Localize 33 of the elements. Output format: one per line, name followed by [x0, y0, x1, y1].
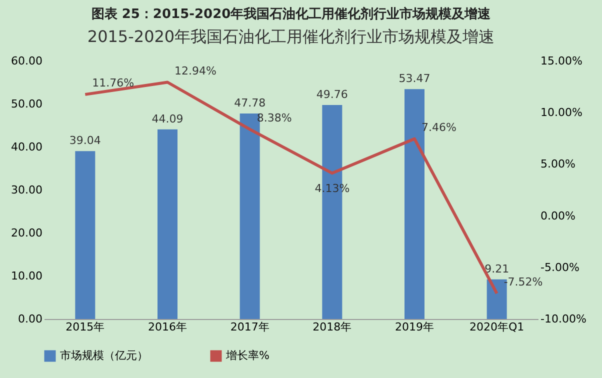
data-label: 9.21 [484, 262, 510, 276]
legend-label: 增长率% [225, 349, 270, 362]
y2-tick-label: 10.00% [540, 106, 582, 120]
y-tick-label: 0.00 [18, 312, 42, 326]
data-label: 11.76% [92, 76, 134, 90]
x-tick-label: 2016年 [148, 320, 187, 334]
y2-tick-label: 15.00% [540, 54, 582, 68]
x-tick-label: 2020年Q1 [470, 320, 524, 334]
bar [75, 151, 96, 319]
data-label: 49.76 [316, 88, 348, 102]
y-tick-label: 60.00 [11, 54, 42, 68]
y-tick-label: 50.00 [11, 98, 42, 110]
x-tick-label: 2015年 [66, 320, 105, 334]
y2-tick-label: 0.00% [540, 209, 576, 222]
chart-subtitle: 2015-2020年我国石油化工用催化剂行业市场规模及增速 [87, 27, 495, 46]
y2-tick-label: 5.00% [540, 158, 576, 171]
y-tick-label: 10.00 [11, 270, 42, 282]
x-tick-label: 2018年 [312, 320, 352, 334]
legend-label: 市场规模（亿元） [60, 349, 148, 362]
x-tick-label: 2019年 [395, 320, 434, 334]
bar [158, 129, 178, 319]
x-tick-label: 2017年 [230, 320, 270, 334]
data-label: 53.47 [398, 72, 430, 86]
y-tick-label: 30.00 [11, 184, 42, 196]
data-label: 47.78 [234, 96, 266, 110]
y-tick-label: 40.00 [11, 140, 42, 154]
chart-title: 图表 25：2015-2020年我国石油化工用催化剂行业市场规模及增速 [91, 6, 492, 22]
y2-tick-label: -10.00% [540, 312, 586, 326]
y2-tick-label: -5.00% [540, 260, 580, 274]
data-label: 12.94% [174, 64, 216, 78]
y-tick-label: 20.00 [11, 226, 42, 240]
data-label: 44.09 [152, 112, 184, 126]
data-label: 39.04 [69, 134, 101, 148]
